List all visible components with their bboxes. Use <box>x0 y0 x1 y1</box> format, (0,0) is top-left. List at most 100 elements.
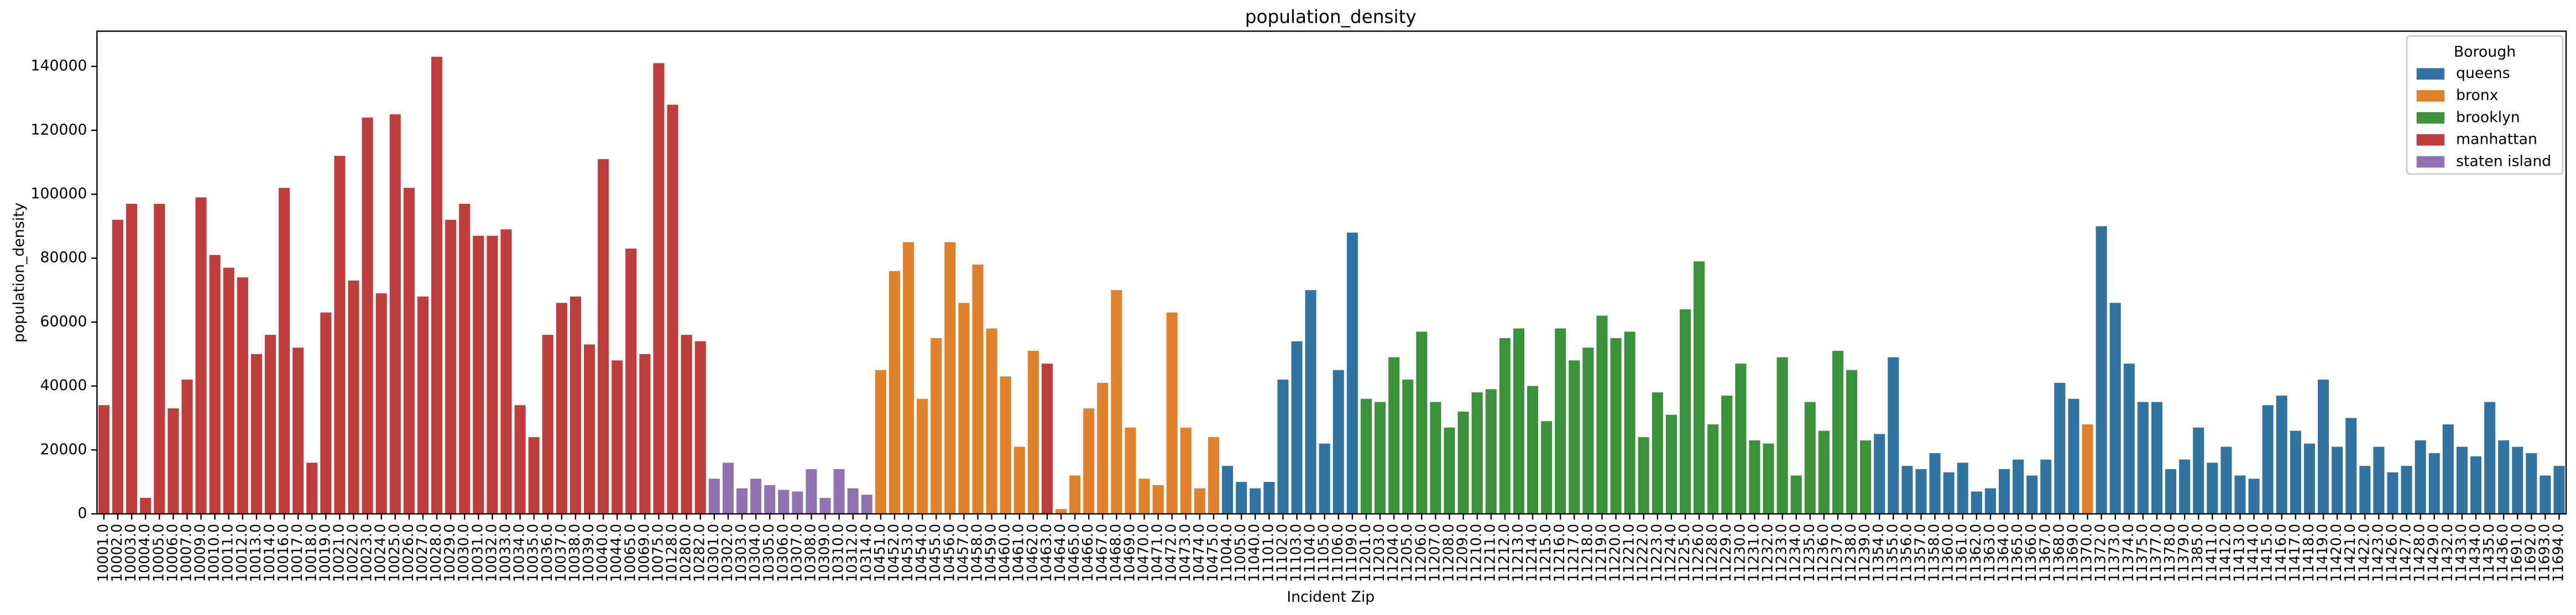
plot-frame <box>96 30 2567 515</box>
x-tick-label: 10016.0 <box>275 524 292 582</box>
y-tick-label: 80000 <box>40 249 87 266</box>
x-tick-label: 11215.0 <box>1538 524 1554 582</box>
x-tick-label: 11413.0 <box>2232 524 2248 582</box>
x-tick-label: 10031.0 <box>469 524 486 582</box>
legend-box <box>2406 35 2564 175</box>
x-tick-label: 10036.0 <box>539 524 556 582</box>
x-tick-label: 10023.0 <box>359 524 375 582</box>
bar <box>1624 332 1636 514</box>
bar <box>237 277 248 514</box>
bar <box>1208 437 1220 514</box>
x-tick-label: 10044.0 <box>608 524 625 582</box>
x-tick-label: 11004.0 <box>1219 524 1235 582</box>
x-tick-label: 11362.0 <box>1968 524 1984 582</box>
bar <box>944 242 956 514</box>
x-tick-label: 11217.0 <box>1565 524 1582 582</box>
x-tick-label: 11005.0 <box>1232 524 1249 582</box>
x-tick-label: 10301.0 <box>706 524 722 582</box>
bar <box>1375 402 1386 514</box>
bar <box>1513 328 1524 514</box>
x-tick-label: 11104.0 <box>1302 524 1319 582</box>
x-tick-label: 11106.0 <box>1330 524 1346 582</box>
x-tick-label: 11238.0 <box>1843 524 1859 582</box>
x-tick-label: 10307.0 <box>788 524 805 582</box>
bar <box>1943 472 1955 514</box>
y-tick-label: 20000 <box>40 441 87 458</box>
bar <box>986 328 997 514</box>
x-tick-label: 10040.0 <box>594 524 611 582</box>
bar <box>389 114 401 514</box>
x-tick-label: 10454.0 <box>913 524 930 582</box>
x-tick-label: 10306.0 <box>775 524 791 582</box>
x-tick-label: 10282.0 <box>692 524 708 582</box>
x-tick-label: 10308.0 <box>802 524 819 582</box>
x-tick-label: 10473.0 <box>1177 524 1194 582</box>
bar <box>708 479 720 514</box>
x-tick-label: 10024.0 <box>373 524 389 582</box>
bar <box>320 312 332 514</box>
bar <box>722 462 734 514</box>
bar <box>1957 462 1968 514</box>
x-tick-label: 11426.0 <box>2384 524 2400 582</box>
x-tick-label: 11210.0 <box>1469 524 1485 582</box>
x-tick-label: 11102.0 <box>1274 524 1290 582</box>
x-tick-label: 10025.0 <box>386 524 403 582</box>
x-tick-label: 10017.0 <box>289 524 306 582</box>
x-tick-label: 10314.0 <box>858 524 875 582</box>
x-tick-label: 11379.0 <box>2176 524 2192 582</box>
x-tick-label: 10128.0 <box>664 524 681 582</box>
bar <box>1763 443 1774 514</box>
x-tick-label: 10305.0 <box>761 524 777 582</box>
x-tick-label: 11040.0 <box>1246 524 1263 582</box>
bar <box>1596 316 1608 514</box>
bar <box>2179 459 2191 514</box>
x-tick-label: 10460.0 <box>997 524 1013 582</box>
bar <box>917 398 928 514</box>
bar <box>1277 380 1289 514</box>
legend-label: bronx <box>2456 87 2499 104</box>
x-tick-label: 10464.0 <box>1052 524 1069 582</box>
bar <box>1333 370 1344 514</box>
bar <box>1360 398 1372 514</box>
x-tick-label: 11367.0 <box>2037 524 2054 582</box>
bar <box>1083 408 1095 514</box>
x-tick-label: 11229.0 <box>1718 524 1734 582</box>
x-tick-label: 10032.0 <box>483 524 500 582</box>
x-tick-label: 10075.0 <box>650 524 666 582</box>
y-axis-label: population_density <box>11 202 28 343</box>
bar <box>1749 440 1760 514</box>
x-tick-label: 10451.0 <box>872 524 889 582</box>
x-tick-label: 11414.0 <box>2245 524 2262 582</box>
y-tick-label: 120000 <box>31 121 87 138</box>
bar <box>1652 392 1663 514</box>
x-tick-label: 10453.0 <box>900 524 916 582</box>
x-tick-label: 11370.0 <box>2079 524 2096 582</box>
x-tick-label: 11358.0 <box>1926 524 1943 582</box>
bar <box>1832 350 1843 514</box>
bar <box>1291 341 1303 514</box>
bar <box>126 203 138 514</box>
bar <box>833 469 845 514</box>
x-tick-label: 11374.0 <box>2120 524 2137 582</box>
bar <box>958 303 970 514</box>
bar <box>778 490 790 514</box>
x-tick-label: 11429.0 <box>2426 524 2442 582</box>
x-tick-label: 10006.0 <box>164 524 181 582</box>
x-tick-label: 10026.0 <box>400 524 417 582</box>
x-tick-label: 11205.0 <box>1399 524 1415 582</box>
bar <box>2415 440 2426 514</box>
bar <box>250 354 262 514</box>
x-tick-label: 10001.0 <box>95 524 112 582</box>
bar <box>806 469 817 514</box>
x-tick-label: 11221.0 <box>1621 524 1638 582</box>
x-tick-label: 11208.0 <box>1440 524 1457 582</box>
bar <box>1388 357 1400 514</box>
x-tick-label: 11231.0 <box>1746 524 1762 582</box>
bar <box>598 159 609 514</box>
x-tick-label: 10312.0 <box>844 524 861 582</box>
x-tick-label: 10022.0 <box>345 524 362 582</box>
x-tick-label: 10304.0 <box>747 524 764 582</box>
x-tick-label: 11225.0 <box>1676 524 1693 582</box>
x-tick-label: 11105.0 <box>1316 524 1333 582</box>
